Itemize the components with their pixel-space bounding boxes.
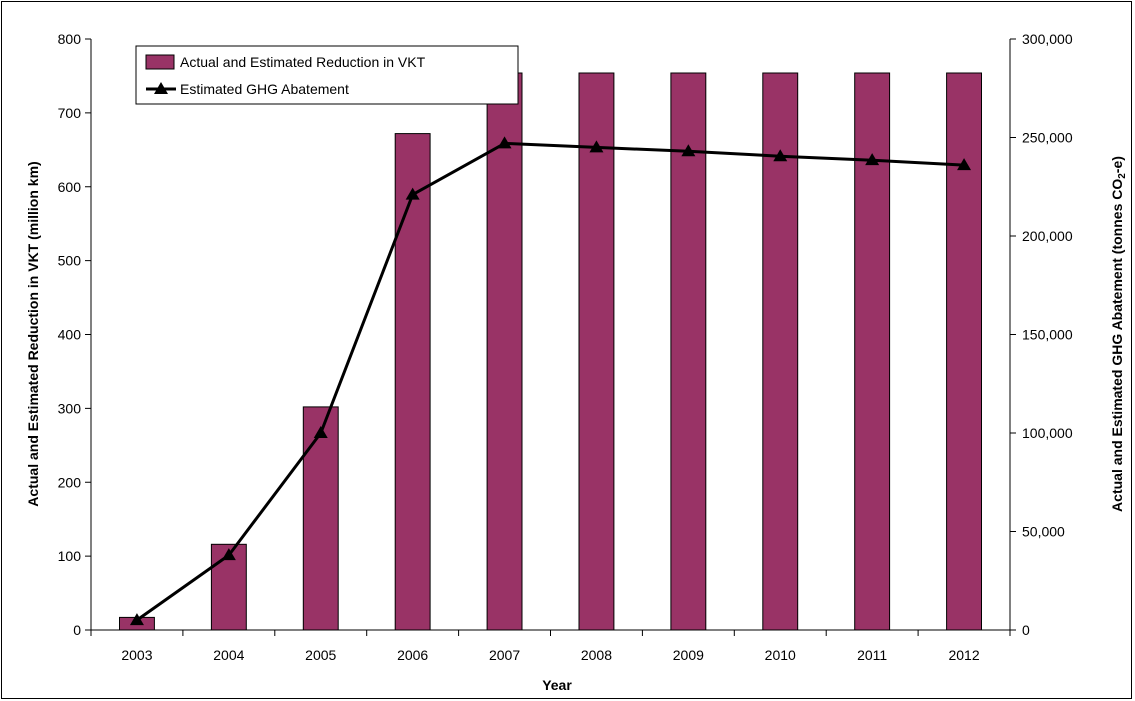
left-tick-label: 800: [58, 31, 82, 47]
x-tick-label: 2007: [489, 647, 520, 663]
bar-2012: [946, 72, 982, 631]
left-tick-label: 500: [58, 253, 82, 269]
x-tick-label: 2006: [397, 647, 428, 663]
right-tick-label: 0: [1022, 622, 1030, 638]
left-tick-label: 300: [58, 400, 82, 416]
right-axis-title: Actual and Estimated GHG Abatement (tonn…: [1109, 156, 1128, 512]
tick-labels: 0 100 200 300 400 500 600 700 800 0 50,000 100,000 1…: [58, 31, 1073, 663]
legend: Actual and Estimated Reduction in VKT Es…: [135, 45, 519, 105]
legend-box: [135, 45, 519, 105]
right-tick-label: 200,000: [1022, 228, 1073, 244]
left-tick-label: 600: [58, 179, 82, 195]
bar-2008: [578, 72, 615, 631]
x-tick-label: 2012: [948, 647, 979, 663]
x-tick-label: 2004: [213, 647, 244, 663]
bar-2010: [762, 72, 799, 631]
x-tick-label: 2008: [581, 647, 612, 663]
right-tick-label: 100,000: [1022, 425, 1073, 441]
right-tick-label: 250,000: [1022, 130, 1073, 146]
ghg-point-2007: [497, 136, 512, 149]
bar-2005: [302, 406, 339, 631]
x-axis-title: Year: [542, 677, 572, 693]
bar-series: [119, 72, 982, 631]
right-axis-title-subscript: 2: [1117, 173, 1128, 179]
left-tick-label: 200: [58, 474, 82, 490]
x-tick-label: 2003: [121, 647, 152, 663]
left-tick-label: 100: [58, 548, 82, 564]
bar-2011: [854, 72, 891, 631]
right-axis-title-end: -e): [1109, 156, 1125, 173]
ghg-point-2004: [221, 548, 236, 561]
ghg-point-2005: [313, 426, 328, 438]
x-tick-label: 2009: [673, 647, 704, 663]
legend-triangle-marker-icon: [154, 82, 168, 94]
x-tick-label: 2011: [857, 647, 887, 663]
right-tick-label: 300,000: [1022, 31, 1073, 47]
bar-2006: [394, 133, 431, 631]
bar-2009: [670, 72, 707, 631]
right-tick-label: 50,000: [1022, 524, 1065, 540]
ghg-point-2003: [129, 613, 144, 626]
legend-bar-label: Actual and Estimated Reduction in VKT: [180, 54, 426, 70]
bar-2007: [486, 72, 523, 631]
ghg-point-2010: [773, 149, 788, 162]
axes: [85, 38, 1016, 636]
x-tick-label: 2005: [305, 647, 336, 663]
ghg-point-2009: [681, 144, 696, 157]
left-tick-label: 400: [58, 327, 82, 343]
ghg-point-2012: [957, 158, 972, 171]
legend-bar-swatch: [145, 54, 175, 70]
ghg-line-path: [136, 141, 965, 622]
ghg-point-2008: [589, 140, 604, 153]
ghg-point-2006: [405, 187, 420, 200]
legend-line-label: Estimated GHG Abatement: [180, 81, 349, 97]
right-axis-title-main: Actual and Estimated GHG Abatement (tonn…: [1109, 179, 1125, 512]
x-tick-label: 2010: [765, 647, 796, 663]
left-tick-label: 700: [58, 105, 82, 121]
line-series: [129, 136, 972, 626]
left-axis-title: Actual and Estimated Reduction in VKT (m…: [25, 161, 41, 506]
left-tick-label: 0: [73, 622, 81, 638]
ghg-point-2011: [865, 153, 880, 166]
right-tick-label: 150,000: [1022, 327, 1073, 343]
